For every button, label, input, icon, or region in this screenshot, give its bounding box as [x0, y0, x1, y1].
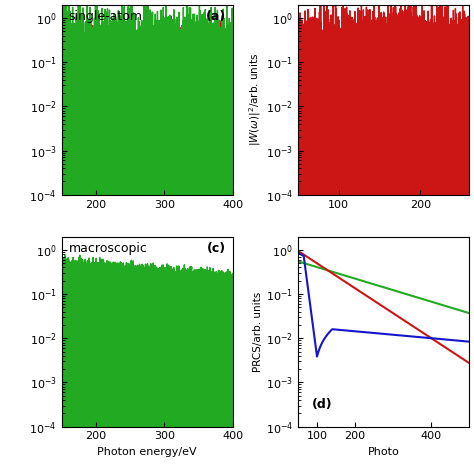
Y-axis label: PRCS/arb. units: PRCS/arb. units: [253, 292, 263, 372]
Text: macroscopic: macroscopic: [68, 242, 147, 255]
Text: (c): (c): [207, 242, 226, 255]
X-axis label: Photon energy/eV: Photon energy/eV: [98, 447, 197, 457]
Text: (d): (d): [312, 399, 332, 411]
Y-axis label: $|W(\omega)|^2$/arb. units: $|W(\omega)|^2$/arb. units: [247, 53, 263, 146]
Text: single-atom: single-atom: [68, 10, 143, 23]
Text: (a): (a): [206, 10, 226, 23]
X-axis label: Photo: Photo: [368, 447, 400, 457]
